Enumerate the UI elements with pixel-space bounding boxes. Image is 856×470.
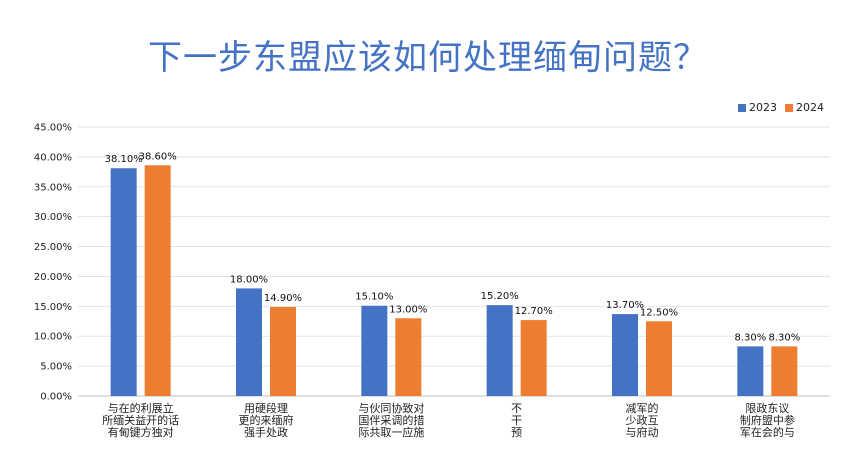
legend-item-2024: 2024 bbox=[785, 101, 824, 114]
category-label: 强手处政 bbox=[244, 425, 288, 439]
category-label: 国伴采调的措 bbox=[358, 413, 424, 427]
category-label: 与伙同协致对 bbox=[358, 401, 424, 415]
category-label: 少政互 bbox=[626, 413, 659, 427]
bar bbox=[110, 168, 137, 396]
category-label: 减军的 bbox=[626, 401, 659, 415]
category-label: 制府盟中参 bbox=[740, 413, 795, 427]
bar bbox=[737, 346, 764, 396]
category-label: 用硬段理 bbox=[244, 401, 288, 415]
data-label: 8.30% bbox=[768, 332, 800, 343]
data-label: 14.90% bbox=[264, 293, 302, 304]
data-label: 13.00% bbox=[389, 304, 427, 315]
y-tick-label: 25.00% bbox=[34, 242, 72, 253]
bar bbox=[361, 305, 388, 396]
y-tick-label: 30.00% bbox=[34, 212, 72, 223]
bar bbox=[270, 306, 296, 396]
bar bbox=[395, 318, 422, 396]
y-tick-label: 35.00% bbox=[34, 182, 72, 193]
bar bbox=[236, 288, 262, 396]
data-label: 38.60% bbox=[139, 151, 177, 162]
bar bbox=[771, 346, 798, 396]
legend: 2023 2024 bbox=[738, 101, 832, 114]
y-tick-label: 15.00% bbox=[34, 302, 72, 313]
category-label: 有甸键方独对 bbox=[108, 425, 174, 439]
data-label: 15.20% bbox=[481, 291, 519, 302]
data-label: 13.70% bbox=[606, 300, 644, 311]
category-label: 预 bbox=[511, 426, 522, 439]
data-label: 18.00% bbox=[230, 274, 268, 285]
category-label: 军在会的与 bbox=[740, 425, 795, 439]
y-tick-label: 45.00% bbox=[34, 123, 72, 134]
category-label: 更的来缅府 bbox=[239, 413, 294, 427]
legend-item-2023: 2023 bbox=[738, 101, 777, 114]
y-tick-label: 20.00% bbox=[34, 272, 72, 283]
y-tick-label: 10.00% bbox=[34, 332, 72, 343]
bar bbox=[144, 165, 171, 396]
legend-label-2024: 2024 bbox=[796, 101, 824, 114]
data-label: 15.10% bbox=[355, 292, 393, 303]
bar bbox=[612, 314, 638, 396]
category-label: 不 bbox=[511, 402, 522, 415]
category-label: 与在的利展立 bbox=[108, 401, 174, 415]
y-tick-label: 40.00% bbox=[34, 152, 72, 163]
legend-swatch-2024 bbox=[785, 103, 793, 112]
bar bbox=[486, 305, 513, 396]
category-label: 所缅关益开的话 bbox=[102, 413, 179, 427]
category-label: 限政东议 bbox=[745, 401, 789, 415]
data-label: 38.10% bbox=[105, 154, 143, 165]
chart-title: 下一步东盟应该如何处理缅甸问题？ bbox=[148, 38, 708, 78]
y-tick-label: 5.00% bbox=[40, 362, 72, 373]
category-label: 与府动 bbox=[626, 425, 659, 439]
data-label: 12.50% bbox=[640, 307, 678, 318]
category-label: 际共取一应施 bbox=[358, 425, 424, 439]
data-label: 8.30% bbox=[734, 332, 766, 343]
category-label: 干 bbox=[511, 414, 522, 427]
bar bbox=[646, 321, 672, 396]
legend-label-2023: 2023 bbox=[749, 101, 777, 114]
y-tick-label: 0.00% bbox=[40, 392, 72, 403]
bar bbox=[520, 320, 547, 396]
data-label: 12.70% bbox=[515, 306, 553, 317]
legend-swatch-2023 bbox=[738, 103, 746, 112]
